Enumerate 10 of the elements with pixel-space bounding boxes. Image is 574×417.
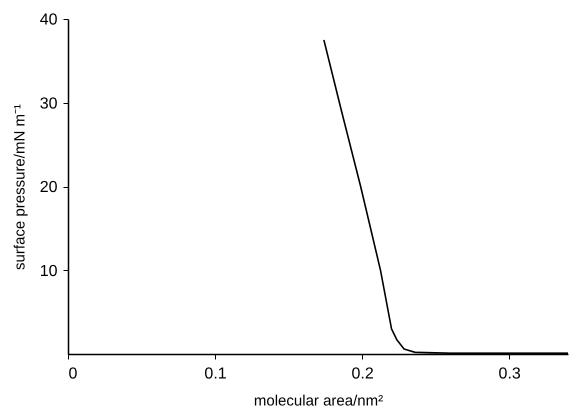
y-axis-title: surface pressure/mN m⁻¹ <box>12 104 29 270</box>
y-tick-label: 30 <box>40 95 58 112</box>
x-tick-label: 0.3 <box>498 366 521 382</box>
x-axis-title: molecular area/nm² <box>254 392 384 410</box>
y-tick-label: 10 <box>40 262 58 280</box>
x-tick-label: 0.2 <box>351 366 374 382</box>
y-tick-label: 40 <box>40 12 58 28</box>
x-tick-label: 0 <box>68 366 78 382</box>
x-tick-label: 0.1 <box>204 366 227 382</box>
y-tick-label: 20 <box>40 179 58 196</box>
